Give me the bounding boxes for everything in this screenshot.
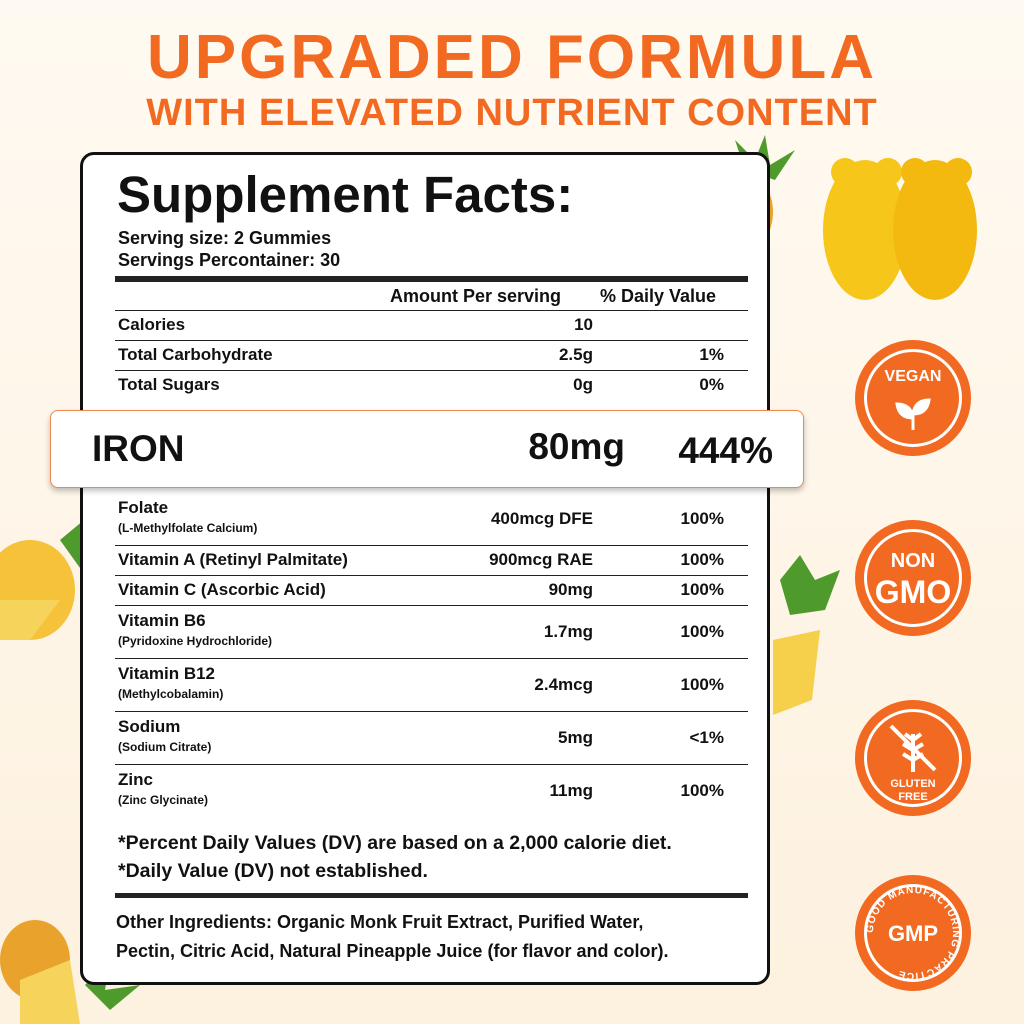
non-gmo-badge: NON GMO xyxy=(855,520,971,636)
row-sub: (Methylcobalamin) xyxy=(118,687,224,701)
rule xyxy=(115,310,748,311)
footnote: *Daily Value (DV) not established. xyxy=(118,860,428,882)
badge-text: GMO xyxy=(874,574,952,610)
highlight-name: IRON xyxy=(92,428,185,469)
rule xyxy=(115,711,748,712)
row-name: Total Carbohydrate xyxy=(118,345,273,364)
row-amount: 400mcg DFE xyxy=(490,508,593,528)
row-dv: 100% xyxy=(680,580,724,599)
thick-rule xyxy=(115,893,748,898)
rule xyxy=(115,545,748,546)
highlight-row xyxy=(50,410,804,488)
badge-text: VEGAN xyxy=(884,368,942,385)
thick-rule xyxy=(115,276,748,282)
rule xyxy=(115,605,748,606)
facts-title: Supplement Facts: xyxy=(117,166,574,223)
row-amount: 0g xyxy=(573,375,593,394)
gmp-badge: GOOD MANUFACTURING PRACTICE GMP xyxy=(855,875,971,991)
row-name: Vitamin C (Ascorbic Acid) xyxy=(118,580,326,599)
ingredients: Other Ingredients: Organic Monk Fruit Ex… xyxy=(116,912,644,932)
serving-size: Serving size: 2 Gummies xyxy=(118,228,332,248)
subtitle: WITH ELEVATED NUTRIENT CONTENT xyxy=(146,92,878,134)
column-header: Amount Per serving xyxy=(390,286,562,306)
pineapple-right xyxy=(773,555,840,715)
row-amount: 1.7mg xyxy=(543,621,593,641)
row-dv: <1% xyxy=(689,727,725,747)
row-dv: 100% xyxy=(680,780,724,800)
facts-panel xyxy=(80,152,770,985)
row-dv: 100% xyxy=(680,508,724,528)
footnote: *Percent Daily Values (DV) are based on … xyxy=(118,832,672,854)
row-amount: 900mcg RAE xyxy=(489,550,593,569)
row-sub: (Pyridoxine Hydrochloride) xyxy=(118,634,273,648)
row-sub: (Zinc Glycinate) xyxy=(118,793,209,807)
rule xyxy=(115,575,748,576)
badge-text: GMP xyxy=(887,921,939,946)
leaf-icon xyxy=(895,398,931,430)
column-header: % Daily Value xyxy=(600,286,717,306)
gummy-bears xyxy=(823,158,977,300)
badge-text: FREE xyxy=(898,791,928,803)
row-name: Vitamin B6 xyxy=(118,611,206,630)
badge-text: GLUTEN xyxy=(890,778,936,790)
row-amount: 11mg xyxy=(549,780,593,800)
row-dv: 1% xyxy=(699,345,724,364)
row-amount: 2.4mcg xyxy=(534,674,593,694)
row-name: Folate xyxy=(118,498,169,517)
row-sub: (Sodium Citrate) xyxy=(118,740,212,754)
row-name: Calories xyxy=(118,315,186,334)
wheat-icon xyxy=(889,724,937,772)
rule xyxy=(115,340,748,341)
servings: Servings Percontainer: 30 xyxy=(118,250,341,270)
highlight-dv: 444% xyxy=(678,430,773,471)
title: UPGRADED FORMULA xyxy=(147,23,877,92)
row-amount: 2.5g xyxy=(558,345,593,364)
row-amount: 5mg xyxy=(558,727,593,747)
row-amount: 90mg xyxy=(548,580,593,599)
badge-text: NON xyxy=(890,550,936,572)
vegan-badge: VEGAN xyxy=(855,340,971,456)
row-name: Vitamin B12 xyxy=(118,664,216,683)
row-name: Zinc xyxy=(118,770,153,789)
rule xyxy=(115,764,748,765)
rule xyxy=(115,370,748,371)
row-sub: (L-Methylfolate Calcium) xyxy=(118,521,258,535)
row-name: Sodium xyxy=(118,717,181,736)
ingredients: Pectin, Citric Acid, Natural Pineapple J… xyxy=(116,941,669,961)
gluten-free-badge: GLUTEN FREE xyxy=(855,700,971,816)
highlight-amount: 80mg xyxy=(528,426,625,467)
row-dv: 0% xyxy=(699,375,724,394)
row-amount: 10 xyxy=(574,315,593,334)
row-dv: 100% xyxy=(680,674,724,694)
row-dv: 100% xyxy=(680,621,724,641)
gmp-ring: GOOD MANUFACTURING PRACTICE xyxy=(865,885,960,981)
row-dv: 100% xyxy=(680,550,724,569)
rule xyxy=(115,658,748,659)
row-name: Total Sugars xyxy=(118,375,220,394)
row-name: Vitamin A (Retinyl Palmitate) xyxy=(118,550,348,569)
